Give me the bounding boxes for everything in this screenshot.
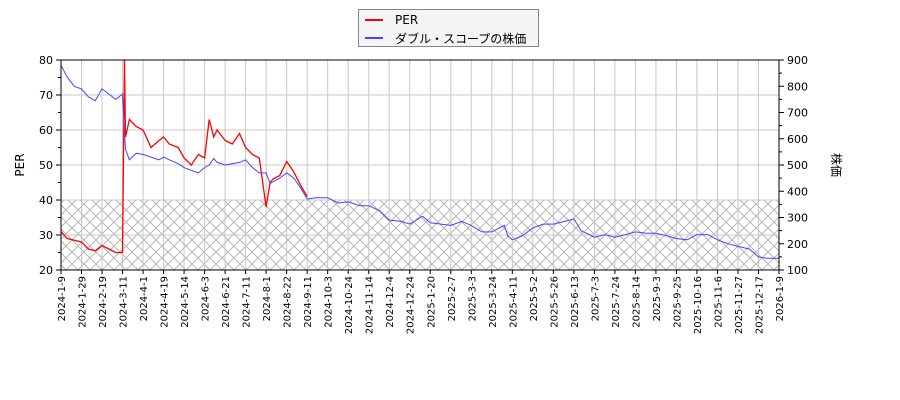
svg-text:600: 600: [787, 133, 808, 146]
series-lines: [60, 59, 779, 259]
svg-text:2025-9-3: 2025-9-3: [652, 276, 663, 321]
legend-swatch-per: [365, 19, 383, 21]
svg-text:100: 100: [787, 264, 808, 277]
svg-text:2024-11-14: 2024-11-14: [365, 276, 376, 334]
legend-label-price: ダブル・スコープの株価: [395, 31, 527, 46]
svg-text:2025-6-13: 2025-6-13: [570, 276, 581, 328]
svg-text:900: 900: [787, 54, 808, 67]
svg-text:2025-3-3: 2025-3-3: [467, 276, 478, 321]
legend-item-per: PER: [365, 12, 418, 28]
svg-text:2024-6-21: 2024-6-21: [221, 276, 232, 328]
svg-text:2025-7-24: 2025-7-24: [611, 276, 622, 328]
svg-text:2024-1-29: 2024-1-29: [78, 276, 89, 328]
svg-text:2025-4-11: 2025-4-11: [508, 276, 519, 328]
svg-text:2024-4-19: 2024-4-19: [160, 276, 171, 328]
legend-swatch-price: [365, 37, 383, 39]
svg-text:2026-1-9: 2026-1-9: [775, 276, 786, 321]
svg-text:20: 20: [39, 264, 53, 277]
svg-text:2024-4-1: 2024-4-1: [139, 276, 150, 321]
svg-text:800: 800: [787, 80, 808, 93]
legend-label-per: PER: [395, 13, 419, 27]
svg-text:2025-9-25: 2025-9-25: [672, 276, 683, 328]
legend-item-price: ダブル・スコープの株価: [365, 30, 526, 46]
svg-text:2024-3-11: 2024-3-11: [119, 276, 130, 328]
svg-text:40: 40: [39, 194, 53, 207]
svg-text:2024-2-19: 2024-2-19: [98, 276, 109, 328]
x-axis: 2024-1-9 2024-1-29 2024-2-19 2024-3-11 2024-…: [57, 270, 786, 334]
svg-text:2024-7-11: 2024-7-11: [242, 276, 253, 328]
svg-text:400: 400: [787, 185, 808, 198]
legend: PER ダブル・スコープの株価: [358, 9, 539, 47]
per-line: [60, 59, 308, 254]
right-axis-title: 株価: [829, 153, 844, 177]
left-y-axis: 20 30 40 50 60 70 80: [39, 54, 61, 277]
svg-text:2025-5-26: 2025-5-26: [549, 276, 560, 328]
svg-text:70: 70: [39, 89, 53, 102]
svg-text:30: 30: [39, 229, 53, 242]
svg-text:2025-11-27: 2025-11-27: [734, 276, 745, 334]
stock-price-line: [60, 65, 779, 259]
svg-text:60: 60: [39, 124, 53, 137]
svg-text:2025-10-16: 2025-10-16: [693, 276, 704, 334]
svg-text:2025-11-6: 2025-11-6: [713, 276, 724, 328]
svg-text:2024-8-1: 2024-8-1: [262, 276, 273, 321]
svg-text:2024-6-3: 2024-6-3: [201, 276, 212, 321]
svg-text:2025-8-14: 2025-8-14: [631, 276, 642, 328]
svg-text:500: 500: [787, 159, 808, 172]
svg-text:2024-10-3: 2024-10-3: [324, 276, 335, 328]
svg-text:200: 200: [787, 238, 808, 251]
svg-text:80: 80: [39, 54, 53, 67]
svg-text:2024-1-9: 2024-1-9: [57, 276, 68, 321]
svg-text:700: 700: [787, 107, 808, 120]
svg-text:2025-1-20: 2025-1-20: [426, 276, 437, 328]
svg-text:50: 50: [39, 159, 53, 172]
svg-text:2024-8-22: 2024-8-22: [283, 276, 294, 328]
svg-text:2024-9-11: 2024-9-11: [303, 276, 314, 328]
svg-text:2025-2-7: 2025-2-7: [447, 276, 458, 321]
svg-text:2024-12-4: 2024-12-4: [385, 276, 396, 328]
svg-text:300: 300: [787, 212, 808, 225]
svg-text:2024-12-24: 2024-12-24: [406, 276, 417, 334]
svg-text:2025-7-3: 2025-7-3: [590, 276, 601, 321]
svg-text:2024-5-14: 2024-5-14: [180, 276, 191, 328]
svg-text:2025-3-24: 2025-3-24: [488, 276, 499, 328]
svg-text:2025-5-2: 2025-5-2: [529, 276, 540, 321]
svg-text:2025-12-17: 2025-12-17: [754, 276, 765, 334]
right-y-axis: 100 200 300 400 500 600 700 800 900: [779, 54, 808, 277]
svg-text:2024-10-24: 2024-10-24: [344, 276, 355, 334]
left-axis-title: PER: [13, 153, 27, 176]
